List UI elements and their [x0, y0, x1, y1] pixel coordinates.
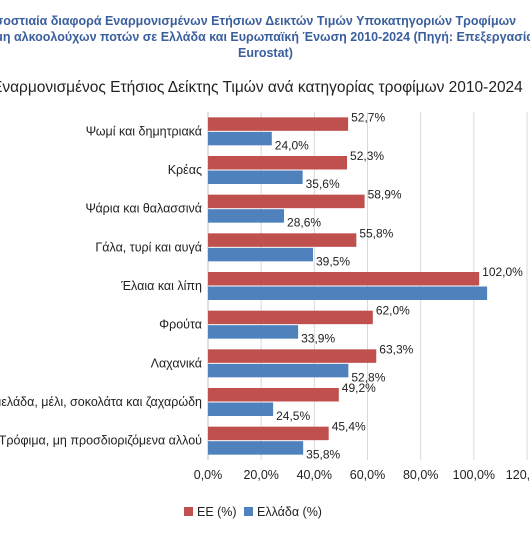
bar-greece: [208, 325, 299, 339]
x-tick-label: 80,0%: [403, 468, 438, 482]
legend-label: Ελλάδα (%): [257, 505, 322, 519]
data-label: 55,8%: [359, 226, 393, 240]
category-label: Γάλα, τυρί και αυγά: [95, 240, 202, 254]
chart-legend: ΕΕ (%) Ελλάδα (%): [184, 505, 322, 519]
data-label: 52,8%: [351, 370, 385, 384]
bar-eu: [208, 349, 377, 363]
data-label: 49,2%: [342, 381, 376, 395]
bar-eu: [208, 156, 348, 170]
caption-line-2: και μη αλκοολούχων ποτών σε Ελλάδα και Ε…: [0, 30, 530, 44]
data-label: 33,9%: [301, 332, 335, 346]
data-label: 39,5%: [316, 254, 350, 268]
caption-line-3: Eurostat): [238, 46, 293, 60]
x-tick-label: 120,0%: [506, 468, 530, 482]
chart-title: Εναρμονισμένος Ετήσιος Δείκτης Τιμών ανά…: [0, 79, 523, 96]
x-tick-label: 20,0%: [243, 468, 278, 482]
figure-caption: Ποσοστιαία διαφορά Εναρμονισμένων Ετήσιω…: [0, 0, 530, 62]
bar-greece: [208, 402, 274, 416]
category-label: Έλαια και λίπη: [120, 279, 202, 293]
bar-greece: [208, 247, 314, 262]
bar-eu: [208, 388, 339, 402]
category-label: Φρούτα: [159, 318, 202, 332]
category-label: Τρόφιμα, μη προσδιοριζόμενα αλλού: [0, 434, 202, 448]
data-label: 63,3%: [379, 342, 413, 356]
bar-greece: [208, 209, 285, 223]
category-label: Ψάρια και θαλασσινά: [85, 202, 202, 216]
x-tick-label: 40,0%: [297, 468, 332, 482]
data-label: 102,0%: [482, 265, 523, 279]
legend-swatch: [184, 507, 193, 516]
category-label: Ψωμί και δημητριακά: [86, 124, 202, 138]
bar-eu: [208, 272, 480, 286]
legend-label: ΕΕ (%): [197, 505, 237, 519]
bar-greece: [208, 170, 303, 184]
data-label: 62,0%: [376, 304, 410, 318]
data-label: 58,9%: [368, 188, 402, 202]
x-tick-label: 100,0%: [453, 468, 495, 482]
bar-eu: [208, 233, 357, 247]
bar-chart: Εναρμονισμένος Ετήσιος Δείκτης Τιμών ανά…: [0, 62, 530, 543]
data-label: 24,0%: [275, 138, 309, 152]
category-label: Λαχανικά: [151, 356, 202, 370]
data-label: 35,6%: [306, 177, 340, 191]
legend-swatch: [244, 507, 253, 516]
bar-eu: [208, 426, 329, 441]
category-label: Ζάχαρη, μαρμελάδα, μέλι, σοκολάτα και ζα…: [0, 395, 202, 409]
caption-line-1: Ποσοστιαία διαφορά Εναρμονισμένων Ετήσιω…: [0, 14, 517, 28]
data-label: 45,4%: [332, 420, 366, 434]
category-label: Κρέας: [168, 163, 202, 177]
x-tick-label: 60,0%: [350, 468, 385, 482]
x-tick-label: 0,0%: [194, 468, 223, 482]
data-label: 24,5%: [276, 409, 310, 423]
bar-greece: [208, 286, 488, 300]
bar-greece: [208, 441, 304, 455]
data-label: 28,6%: [287, 216, 321, 230]
bar-greece: [208, 363, 349, 378]
data-label: 52,3%: [350, 149, 384, 163]
bar-eu: [208, 310, 373, 325]
bar-eu: [208, 194, 365, 209]
bar-greece: [208, 131, 272, 146]
data-label: 35,8%: [306, 448, 340, 462]
bar-eu: [208, 117, 349, 131]
data-label: 52,7%: [351, 110, 385, 124]
